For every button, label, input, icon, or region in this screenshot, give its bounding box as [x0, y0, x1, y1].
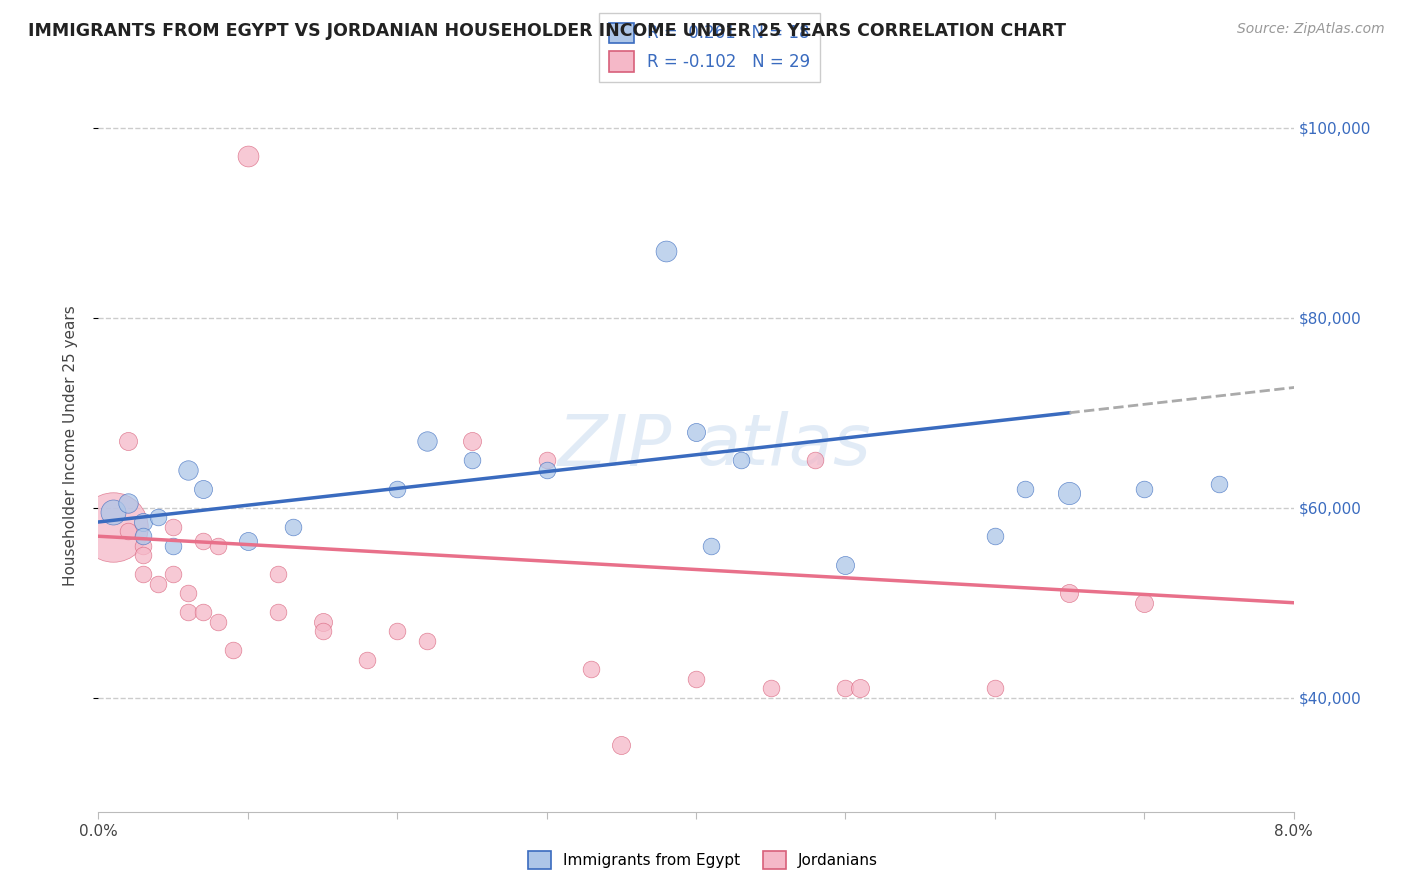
- Point: [804, 453, 827, 467]
- Point: [207, 615, 229, 629]
- Point: [1059, 486, 1081, 500]
- Point: [191, 482, 214, 496]
- Point: [984, 681, 1007, 696]
- Point: [281, 520, 304, 534]
- Point: [759, 681, 782, 696]
- Point: [132, 515, 155, 529]
- Point: [132, 539, 155, 553]
- Text: IMMIGRANTS FROM EGYPT VS JORDANIAN HOUSEHOLDER INCOME UNDER 25 YEARS CORRELATION: IMMIGRANTS FROM EGYPT VS JORDANIAN HOUSE…: [28, 22, 1066, 40]
- Point: [849, 681, 872, 696]
- Point: [191, 533, 214, 548]
- Point: [148, 510, 170, 524]
- Text: ZIP: ZIP: [558, 411, 672, 481]
- Point: [191, 605, 214, 619]
- Point: [1059, 586, 1081, 600]
- Point: [461, 434, 484, 449]
- Point: [700, 539, 723, 553]
- Point: [117, 434, 139, 449]
- Point: [984, 529, 1007, 543]
- Point: [730, 453, 752, 467]
- Legend: Immigrants from Egypt, Jordanians: Immigrants from Egypt, Jordanians: [522, 845, 884, 875]
- Point: [117, 496, 139, 510]
- Point: [1208, 477, 1230, 491]
- Point: [177, 463, 200, 477]
- Point: [311, 624, 333, 639]
- Point: [1133, 596, 1156, 610]
- Point: [236, 149, 259, 163]
- Point: [536, 463, 558, 477]
- Text: Source: ZipAtlas.com: Source: ZipAtlas.com: [1237, 22, 1385, 37]
- Point: [177, 605, 200, 619]
- Point: [610, 738, 633, 752]
- Point: [162, 520, 184, 534]
- Point: [236, 533, 259, 548]
- Point: [536, 453, 558, 467]
- Text: atlas: atlas: [696, 411, 870, 481]
- Point: [311, 615, 333, 629]
- Point: [162, 539, 184, 553]
- Legend: R =  0.261   N = 18, R = -0.102   N = 29: R = 0.261 N = 18, R = -0.102 N = 29: [599, 12, 820, 82]
- Point: [103, 506, 125, 520]
- Point: [117, 524, 139, 539]
- Point: [461, 453, 484, 467]
- Point: [267, 605, 290, 619]
- Point: [132, 548, 155, 562]
- Point: [148, 576, 170, 591]
- Point: [207, 539, 229, 553]
- Point: [581, 662, 603, 676]
- Point: [132, 529, 155, 543]
- Point: [655, 244, 678, 259]
- Point: [834, 681, 856, 696]
- Point: [356, 653, 378, 667]
- Point: [685, 425, 707, 439]
- Point: [1133, 482, 1156, 496]
- Point: [416, 633, 439, 648]
- Point: [103, 520, 125, 534]
- Point: [416, 434, 439, 449]
- Point: [162, 567, 184, 582]
- Point: [685, 672, 707, 686]
- Point: [834, 558, 856, 572]
- Point: [177, 586, 200, 600]
- Point: [385, 482, 409, 496]
- Point: [132, 567, 155, 582]
- Point: [222, 643, 245, 657]
- Point: [1014, 482, 1036, 496]
- Point: [267, 567, 290, 582]
- Y-axis label: Householder Income Under 25 years: Householder Income Under 25 years: [63, 306, 77, 586]
- Point: [385, 624, 409, 639]
